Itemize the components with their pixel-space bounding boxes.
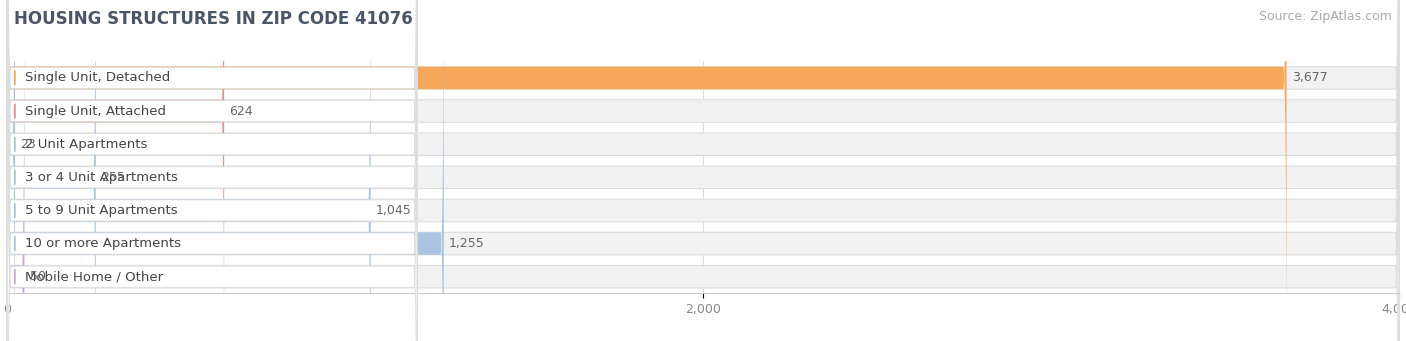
FancyBboxPatch shape — [7, 0, 1399, 341]
FancyBboxPatch shape — [7, 0, 1399, 341]
Text: 1,255: 1,255 — [449, 237, 485, 250]
FancyBboxPatch shape — [7, 0, 1399, 341]
Text: 3 or 4 Unit Apartments: 3 or 4 Unit Apartments — [25, 171, 179, 184]
Text: Source: ZipAtlas.com: Source: ZipAtlas.com — [1258, 10, 1392, 23]
FancyBboxPatch shape — [7, 0, 1286, 341]
Text: 10 or more Apartments: 10 or more Apartments — [25, 237, 181, 250]
Text: 50: 50 — [30, 270, 45, 283]
FancyBboxPatch shape — [7, 0, 1399, 341]
FancyBboxPatch shape — [7, 0, 418, 341]
FancyBboxPatch shape — [7, 0, 418, 341]
Text: 1,045: 1,045 — [375, 204, 412, 217]
Text: 2 Unit Apartments: 2 Unit Apartments — [25, 138, 148, 151]
FancyBboxPatch shape — [7, 0, 1399, 341]
FancyBboxPatch shape — [7, 0, 444, 341]
FancyBboxPatch shape — [7, 0, 1399, 341]
Text: 255: 255 — [101, 171, 125, 184]
Text: Single Unit, Attached: Single Unit, Attached — [25, 105, 166, 118]
Text: 23: 23 — [20, 138, 37, 151]
Text: 624: 624 — [229, 105, 253, 118]
Text: 5 to 9 Unit Apartments: 5 to 9 Unit Apartments — [25, 204, 177, 217]
FancyBboxPatch shape — [7, 0, 371, 341]
FancyBboxPatch shape — [7, 0, 418, 341]
FancyBboxPatch shape — [7, 0, 96, 341]
FancyBboxPatch shape — [7, 0, 418, 341]
FancyBboxPatch shape — [7, 0, 15, 341]
Text: Single Unit, Detached: Single Unit, Detached — [25, 72, 170, 85]
Text: HOUSING STRUCTURES IN ZIP CODE 41076: HOUSING STRUCTURES IN ZIP CODE 41076 — [14, 10, 413, 28]
Text: 3,677: 3,677 — [1292, 72, 1327, 85]
FancyBboxPatch shape — [7, 0, 224, 341]
FancyBboxPatch shape — [7, 0, 418, 341]
FancyBboxPatch shape — [7, 0, 24, 341]
FancyBboxPatch shape — [7, 0, 418, 341]
FancyBboxPatch shape — [7, 0, 418, 341]
FancyBboxPatch shape — [7, 0, 1399, 341]
Text: Mobile Home / Other: Mobile Home / Other — [25, 270, 163, 283]
